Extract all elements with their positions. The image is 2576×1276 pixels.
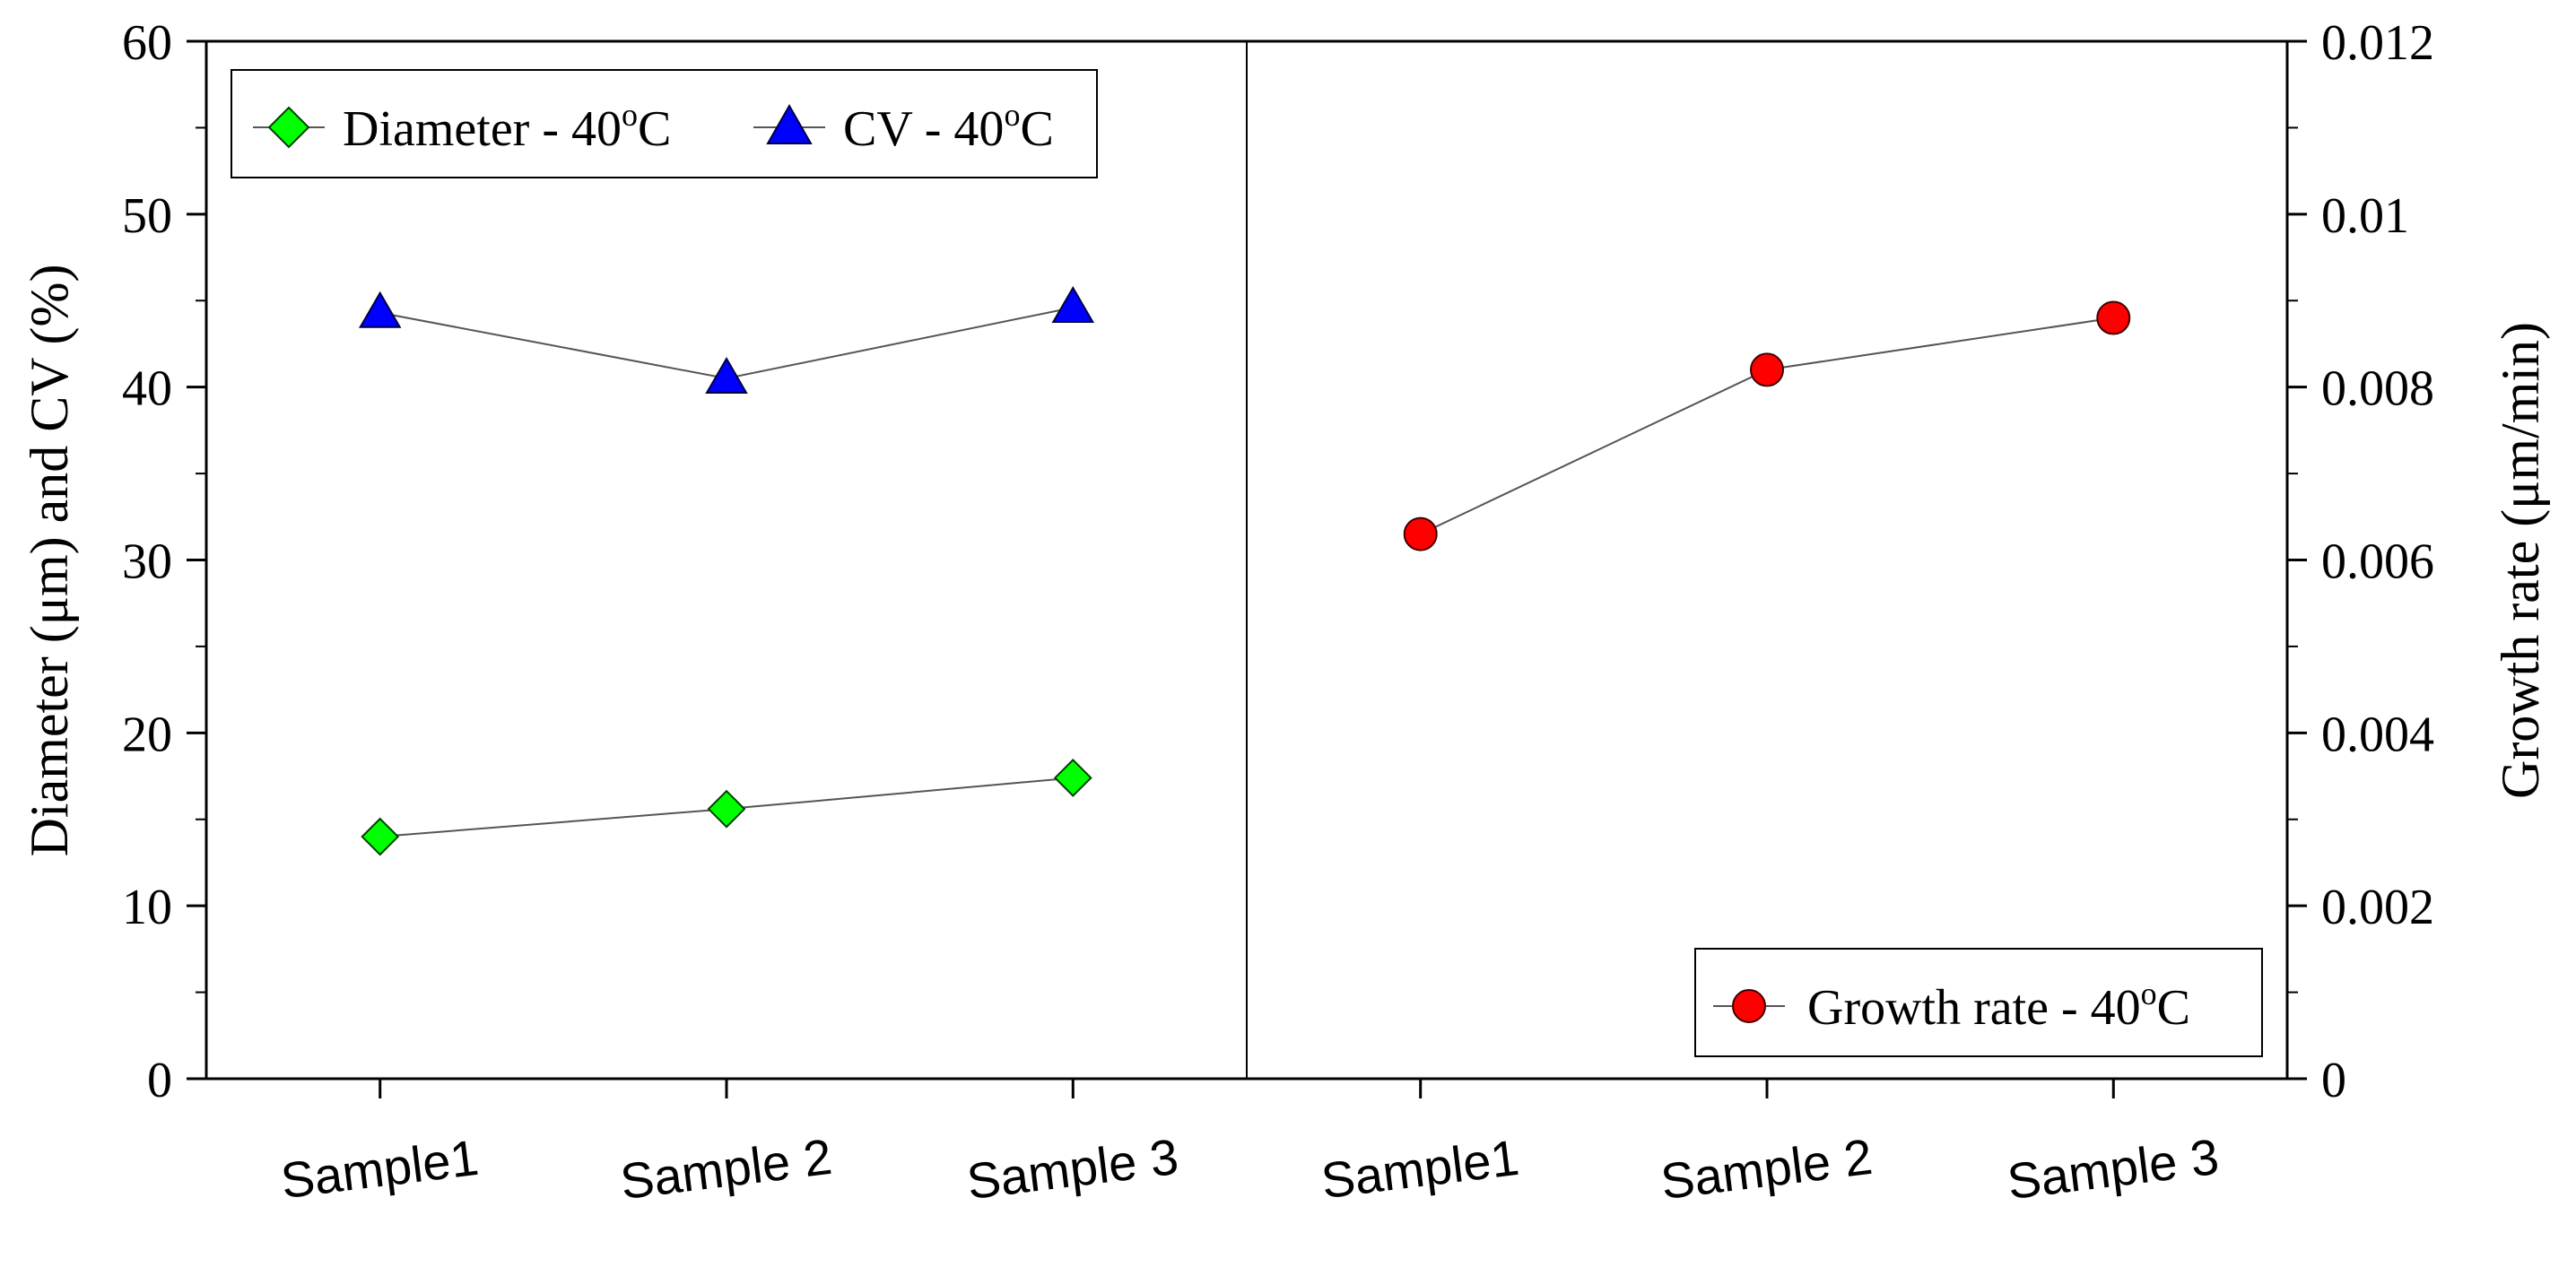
series-layer <box>358 285 2131 856</box>
right-tick-label: 0.01 <box>2321 188 2409 244</box>
legend-growth-marker <box>1732 989 1766 1023</box>
legend-box <box>1694 948 2263 1057</box>
right-tick-label: 0.012 <box>2321 15 2434 71</box>
right-tick-label: 0 <box>2321 1053 2346 1108</box>
legend-cv-marker <box>766 103 813 144</box>
right-tick-label: 0.004 <box>2321 707 2434 762</box>
legend-growth-rate: Growth rate - 40oC <box>1694 948 2263 1057</box>
legend-diameter-marker <box>267 106 310 149</box>
right-tick-label: 0.006 <box>2321 534 2434 590</box>
y-right-axis-title: Growth rate (μm/min) <box>2491 322 2550 799</box>
y-left-axis-title: Diameter (μm) and CV (%) <box>20 265 79 857</box>
legend-cv-label: CV - 40oC <box>843 97 1054 157</box>
left-tick-label: 50 <box>122 188 172 244</box>
diameter-point <box>707 789 746 829</box>
right-tick-label: 0.008 <box>2321 361 2434 417</box>
x-category-label: Sample 2 <box>1658 1128 1875 1210</box>
series-line <box>1420 317 2114 535</box>
left-y-axis: 0 10 20 30 40 50 60 <box>122 15 206 1108</box>
growth-rate-point <box>2096 300 2131 335</box>
left-tick-label: 60 <box>122 15 172 71</box>
cv-point <box>705 357 748 395</box>
left-tick-label: 0 <box>147 1053 172 1108</box>
right-tick-label: 0.002 <box>2321 880 2434 935</box>
left-tick-label: 10 <box>122 880 172 935</box>
x-category-label: Sample 3 <box>2004 1128 2221 1210</box>
x-category-label: Sample1 <box>1318 1129 1522 1209</box>
left-tick-label: 30 <box>122 534 172 590</box>
x-category-label: Sample1 <box>278 1129 482 1209</box>
growth-rate-point <box>1750 352 1784 387</box>
legend-diameter-cv: Diameter - 40oC CV - 40oC <box>231 69 1098 178</box>
diameter-point <box>1053 759 1092 797</box>
right-y-axis: 0 0.002 0.004 0.006 0.008 0.01 0.012 <box>2287 15 2434 1108</box>
diameter-point <box>361 817 400 856</box>
legend-box <box>231 69 1098 178</box>
cv-point <box>358 291 402 328</box>
left-tick-label: 20 <box>122 707 172 762</box>
x-category-label: Sample 2 <box>617 1128 834 1210</box>
x-category-label: Sample 3 <box>963 1128 1180 1210</box>
cv-point <box>1051 285 1095 323</box>
legend-growth-label: Growth rate - 40oC <box>1807 976 2190 1036</box>
left-tick-label: 40 <box>122 361 172 417</box>
x-axis: Sample1 Sample 2 Sample 3 Sample1 Sample 2 Sa… <box>278 1079 2222 1210</box>
growth-rate-point <box>1403 516 1438 551</box>
legend-diameter-label: Diameter - 40oC <box>343 97 671 157</box>
